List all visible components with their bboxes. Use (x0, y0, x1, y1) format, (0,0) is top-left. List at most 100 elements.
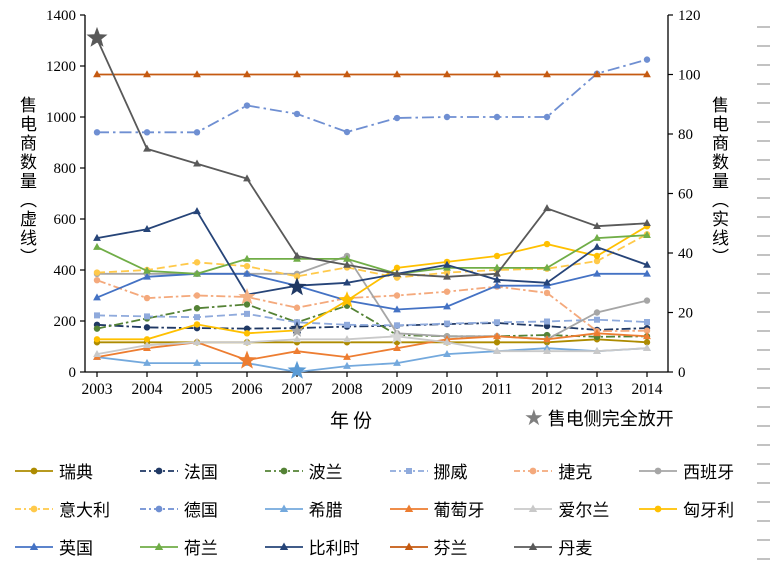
data-point-circle (643, 56, 651, 63)
legend-item-德国: 德国 (139, 496, 260, 521)
y-right-tick-label: 60 (678, 187, 693, 203)
data-point-triangle (193, 207, 201, 215)
legend-label: 希腊 (308, 501, 343, 520)
x-tick-label: 2010 (432, 381, 463, 398)
data-point-triangle (243, 338, 251, 346)
open-star-捷克 (238, 288, 256, 305)
data-point-triangle (643, 332, 651, 340)
data-point-circle (93, 269, 101, 276)
data-point-triangle (143, 266, 151, 274)
data-point-triangle (193, 159, 201, 167)
legend-swatch (15, 542, 53, 550)
data-point-triangle (393, 70, 401, 78)
data-point-triangle (143, 272, 151, 280)
star-icon: ★ (524, 405, 544, 430)
data-point-triangle (143, 225, 151, 232)
legend-swatch (264, 504, 303, 512)
data-point-triangle (593, 222, 601, 230)
series-line-挪威 (96, 312, 648, 327)
data-point-circle (393, 114, 401, 122)
right-edge-tick-marks (757, 26, 770, 566)
series-line-比利时 (96, 210, 648, 296)
series-line-德国 (97, 58, 648, 134)
legend-item-匈牙利: 匈牙利 (638, 496, 759, 521)
x-tick-label: 2008 (332, 381, 363, 398)
data-point-circle (593, 252, 601, 260)
legend-item-希腊: 希腊 (264, 496, 385, 521)
data-point-triangle (643, 219, 651, 227)
x-tick-label: 2004 (132, 381, 163, 398)
data-point-circle (543, 289, 551, 297)
data-point-triangle (493, 275, 501, 283)
legend-swatch (264, 467, 303, 474)
data-point-circle (593, 257, 601, 265)
data-point-square (594, 316, 600, 323)
data-point-triangle (393, 358, 401, 366)
data-point-triangle (393, 305, 401, 313)
legend-swatch (264, 542, 303, 550)
legend-label: 荷兰 (183, 539, 218, 558)
data-point-circle (193, 292, 201, 299)
data-point-triangle (643, 269, 651, 277)
data-point-triangle (193, 70, 201, 78)
open-star-西班牙 (290, 324, 304, 337)
data-point-circle (293, 304, 301, 311)
data-point-circle (343, 128, 351, 136)
data-point-triangle (193, 358, 201, 366)
legend-item-葡萄牙: 葡萄牙 (389, 496, 510, 521)
data-point-triangle (593, 70, 601, 78)
data-point-triangle (493, 263, 501, 271)
y-left-tick-label: 1000 (46, 110, 76, 126)
y-right-tick-label: 40 (678, 246, 693, 262)
data-point-triangle (343, 70, 351, 78)
data-point-circle (643, 327, 651, 334)
x-tick-label: 2003 (82, 381, 113, 398)
data-point-circle (243, 102, 251, 109)
open-star-比利时 (287, 277, 307, 296)
legend-label: 丹麦 (558, 539, 593, 558)
legend-item-荷兰: 荷兰 (139, 534, 260, 559)
legend-label: 捷克 (558, 463, 593, 482)
fully-open-note: ★ 售电侧完全放开 (524, 405, 674, 431)
legend-label: 西班牙 (683, 463, 735, 482)
data-point-triangle (143, 358, 151, 366)
legend-item-丹麦: 丹麦 (513, 534, 634, 559)
data-point-triangle (243, 269, 251, 277)
data-point-triangle (93, 233, 101, 241)
data-point-circle (143, 129, 151, 136)
data-point-circle (543, 240, 551, 248)
data-point-triangle (343, 260, 351, 268)
data-point-triangle (593, 242, 601, 250)
legend-swatch (389, 467, 428, 474)
x-tick-label: 2006 (232, 381, 263, 398)
data-point-triangle (293, 346, 301, 354)
open-star-丹麦 (86, 26, 108, 47)
y-right-tick-label: 80 (678, 127, 693, 143)
data-point-triangle (593, 269, 601, 277)
data-point-circle (243, 262, 251, 270)
x-tick-label: 2013 (582, 381, 613, 398)
x-tick-label: 2005 (182, 381, 213, 398)
data-point-triangle (493, 281, 501, 289)
legend-label: 法国 (183, 463, 218, 482)
data-point-square (494, 319, 500, 326)
data-point-triangle (643, 344, 651, 351)
x-tick-label: 2012 (532, 381, 563, 398)
data-point-circle (293, 273, 301, 280)
legend-item-波兰: 波兰 (264, 458, 385, 483)
data-point-triangle (443, 260, 451, 268)
data-point-triangle (93, 70, 101, 78)
legend-item-芬兰: 芬兰 (389, 534, 510, 559)
data-point-triangle (443, 70, 451, 78)
series-line-爱尔兰 (96, 335, 648, 355)
data-point-triangle (293, 251, 301, 259)
y-left-tick-label: 800 (54, 161, 77, 177)
series-line-法国 (96, 322, 648, 331)
data-point-circle (493, 252, 501, 260)
legend-swatch (389, 542, 428, 550)
series-line-意大利 (96, 233, 648, 279)
legend-item-比利时: 比利时 (264, 534, 385, 559)
y-left-tick-label: 1200 (46, 59, 76, 75)
legend-item-瑞典: 瑞典 (14, 458, 135, 483)
